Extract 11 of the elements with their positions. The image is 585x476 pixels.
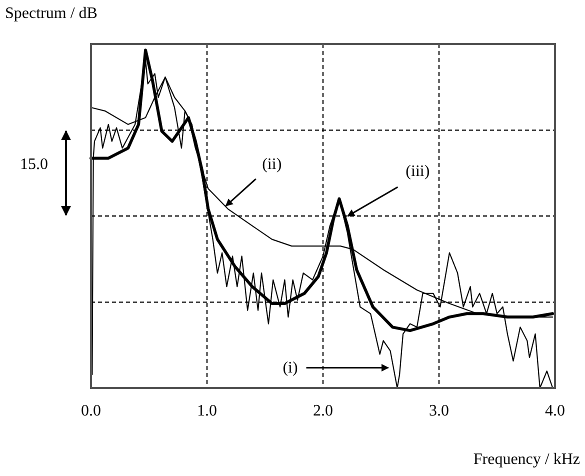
annotation: (iii) [406,163,430,180]
x-tick-label: 3.0 [429,402,449,420]
x-tick-label: 1.0 [197,402,217,420]
x-tick-label: 0.0 [81,402,101,420]
x-tick-label: 2.0 [313,402,333,420]
x-tick-label: 4.0 [545,402,565,420]
y-axis-title: Spectrum / dB [5,5,98,22]
annotation: (i) [282,360,298,377]
text: 15.0 [20,156,48,174]
annotation: (ii) [262,156,282,173]
x-axis-title: Frequency / kHz [473,451,580,468]
